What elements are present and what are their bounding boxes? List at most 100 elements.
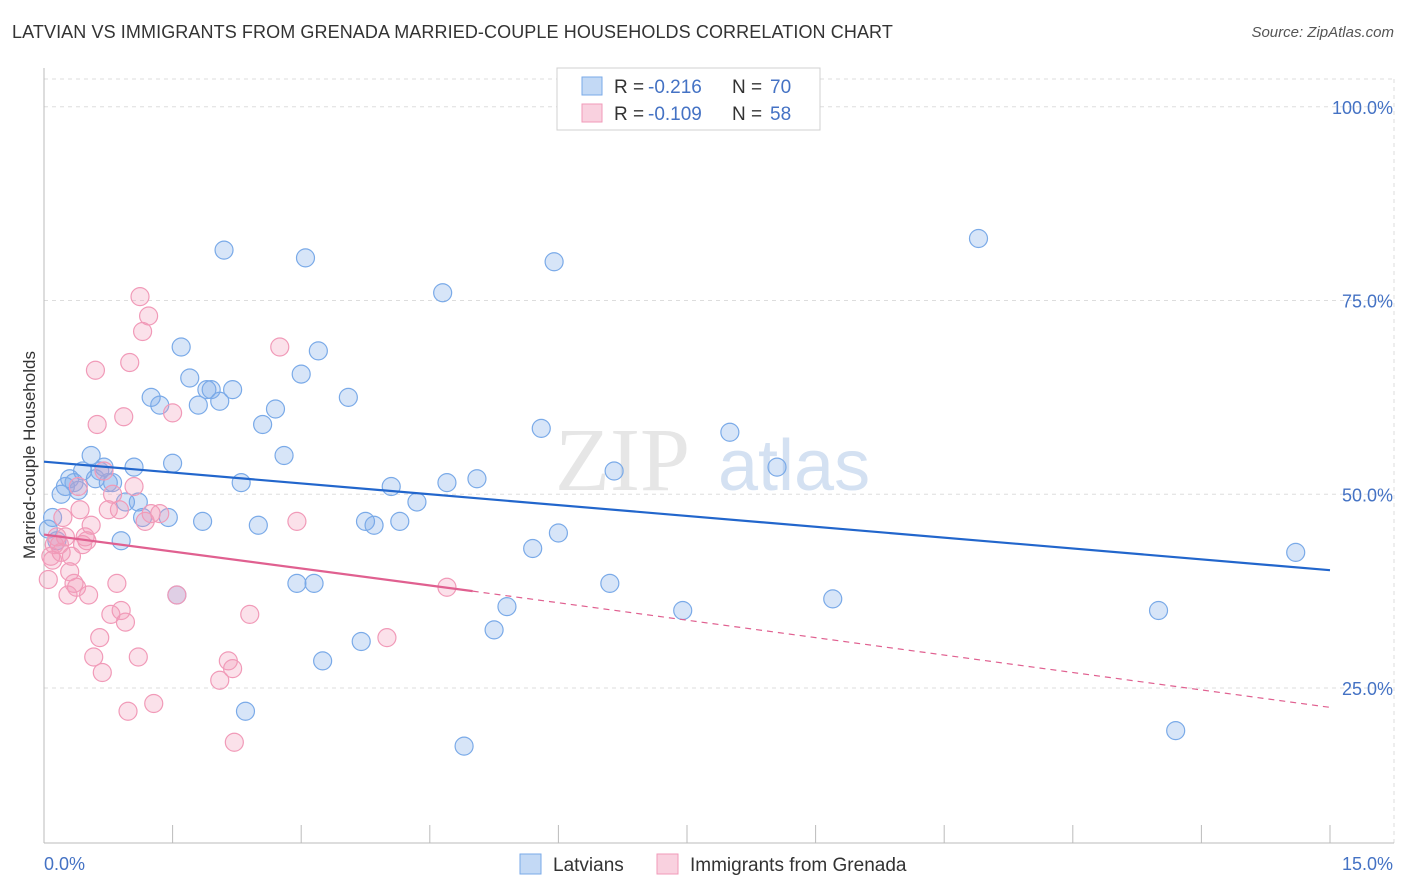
latvians-point <box>42 507 63 528</box>
grenada-point <box>111 600 131 621</box>
grenada-point <box>115 612 136 632</box>
grenada-point <box>150 504 170 524</box>
grenada-point <box>87 414 107 435</box>
grenada-point <box>240 604 260 624</box>
grenada-point <box>61 546 82 566</box>
latvians-point <box>351 631 371 652</box>
bottom-legend-swatch <box>519 853 542 875</box>
latvians-point <box>188 395 208 415</box>
y-tick-label: 100.0% <box>1332 98 1393 118</box>
legend-n-value: 58 <box>770 104 791 125</box>
legend-n-label: N = <box>732 104 762 125</box>
y-tick-label: 25.0% <box>1342 679 1393 699</box>
latvians-point <box>197 380 217 400</box>
latvians-point <box>214 240 234 260</box>
watermark: ZIP atlas <box>555 411 870 510</box>
bottom-legend-label: Latvians <box>553 855 624 876</box>
grenada-point <box>167 585 187 605</box>
grenada-trend-extension <box>472 590 1331 708</box>
grenada-point <box>138 306 159 326</box>
latvians-point <box>338 387 358 407</box>
latvians-point <box>295 248 316 268</box>
grenada-point <box>51 542 71 562</box>
latvians-point <box>467 469 487 489</box>
latvians-point <box>767 457 787 477</box>
latvians-point <box>124 457 144 477</box>
latvians-point <box>98 473 118 493</box>
trend-lines <box>43 460 1331 708</box>
latvians-point <box>308 341 328 361</box>
bottom-legend-label: Immigrants from Grenada <box>690 855 907 876</box>
grenada-point <box>70 500 90 520</box>
latvians-point <box>180 368 200 388</box>
latvians-point <box>223 380 243 400</box>
legend-r-value: -0.216 <box>648 77 702 98</box>
legend-box <box>556 67 821 131</box>
latvians-point <box>193 511 213 531</box>
grenada-point <box>210 670 230 690</box>
grenada-point <box>66 577 87 597</box>
tick-labels: 25.0% 50.0% 75.0% 100.0% 0.0% 15.0% <box>44 98 1393 874</box>
grenada-point <box>92 662 112 683</box>
latvians-point <box>128 492 148 512</box>
grenada-point <box>270 337 290 357</box>
grenada-point <box>38 569 58 590</box>
watermark-atlas: atlas <box>718 426 870 506</box>
latvians-point <box>81 445 101 466</box>
legend-r-label: R = <box>614 77 644 98</box>
latvians-trend-line <box>43 460 1331 572</box>
grenada-point <box>223 659 243 679</box>
latvians-point <box>291 364 311 384</box>
latvians-point <box>364 515 384 535</box>
chart-source: Source: ZipAtlas.com <box>1251 24 1394 41</box>
latvians-point <box>720 422 740 442</box>
latvians-point <box>381 476 401 497</box>
latvians-point <box>235 701 256 721</box>
chart-title: LATVIAN VS IMMIGRANTS FROM GRENADA MARRI… <box>12 22 893 42</box>
grenada-point <box>107 573 127 593</box>
y-axis-label: Married-couple Households <box>20 351 39 559</box>
legend-swatch <box>581 76 603 96</box>
latvians-point <box>433 283 453 303</box>
grenada-point <box>120 352 140 373</box>
legend-n-label: N = <box>732 77 762 98</box>
latvians-point <box>600 573 620 593</box>
legend-r-label: R = <box>614 104 644 125</box>
latvians-point <box>265 399 286 419</box>
grenada-point <box>84 647 104 667</box>
grenada-point <box>81 515 101 535</box>
grenada-point <box>144 693 164 714</box>
grenada-point <box>118 701 138 721</box>
latvians-point <box>1166 721 1186 741</box>
grenada-point <box>377 628 397 648</box>
grenada-point <box>85 360 106 380</box>
grenada-point <box>224 732 244 752</box>
legend-swatch <box>581 103 603 123</box>
grenada-point <box>287 511 307 531</box>
grenada-point <box>128 647 148 667</box>
latvians-point <box>823 589 843 609</box>
latvians-point <box>313 651 333 671</box>
latvians-point <box>968 228 989 249</box>
grenada-point <box>94 461 114 481</box>
latvians-point <box>544 252 564 272</box>
latvians-point <box>274 445 294 466</box>
latvians-point <box>604 461 624 481</box>
points-layer <box>38 228 1306 756</box>
grenada-trend-line <box>43 533 473 593</box>
bottom-legend: Latvians Immigrants from Grenada <box>519 853 907 876</box>
legend-r-value: -0.109 <box>648 104 702 125</box>
latvians-point <box>484 620 504 640</box>
grenada-point <box>78 585 99 605</box>
latvians-point <box>248 515 268 535</box>
latvians-point <box>523 538 543 559</box>
grenada-point <box>114 407 134 427</box>
grenada-point <box>109 500 130 520</box>
legend: R = -0.216 N = 70 R = -0.109 N = 58 <box>556 67 821 131</box>
latvians-point <box>531 418 551 438</box>
x-tick-label: 15.0% <box>1342 854 1393 874</box>
latvians-point <box>673 600 693 621</box>
latvians-point <box>454 736 474 756</box>
latvians-point <box>1148 600 1169 621</box>
